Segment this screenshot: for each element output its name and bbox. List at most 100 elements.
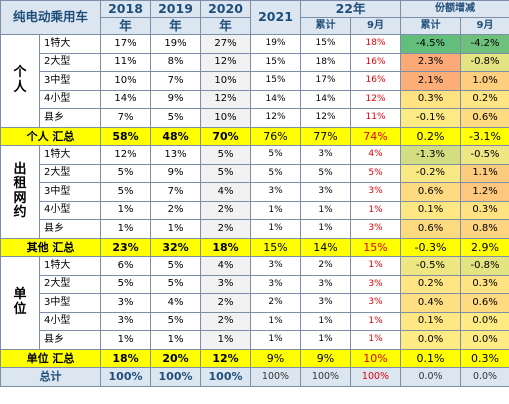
summary-row: 个人 汇总 58% 48% 70% 76% 77% 74% 0.2% -3.1% bbox=[0, 126, 509, 146]
cell-cum22: 1% bbox=[300, 311, 352, 331]
cell-d_cum: 2.1% bbox=[400, 71, 462, 91]
summary-v2021: 9% bbox=[250, 348, 302, 368]
delta-cumulative-header: 累计 bbox=[400, 17, 462, 35]
cell-v2020: 2% bbox=[200, 293, 252, 313]
total-label: 总计 bbox=[0, 367, 102, 387]
year-2021-header: 2021 bbox=[250, 0, 302, 35]
cell-cum22: 1% bbox=[300, 219, 352, 239]
summary-v2018: 23% bbox=[100, 237, 152, 257]
summary-label: 其他 汇总 bbox=[0, 237, 102, 257]
cell-sep22: 16% bbox=[350, 52, 402, 72]
cell-d_cum: -0.5% bbox=[400, 256, 462, 276]
cell-cum22: 3% bbox=[300, 182, 352, 202]
delta-september-header: 9月 bbox=[460, 17, 509, 35]
summary-cum22: 14% bbox=[300, 237, 352, 257]
summary-v2020: 18% bbox=[200, 237, 252, 257]
cell-cum22: 14% bbox=[300, 89, 352, 109]
summary-label: 单位 汇总 bbox=[0, 348, 102, 368]
year-2022-header: 22年 bbox=[300, 0, 402, 18]
summary-v2018: 18% bbox=[100, 348, 152, 368]
category-label: 县乡 bbox=[38, 219, 102, 239]
cell-sep22: 1% bbox=[350, 200, 402, 220]
group-label: 单 位 bbox=[0, 256, 40, 350]
cell-v2019: 9% bbox=[150, 163, 202, 183]
cell-v2018: 3% bbox=[100, 311, 152, 331]
summary-row: 其他 汇总 23% 32% 18% 15% 14% 15% -0.3% 2.9% bbox=[0, 237, 509, 257]
cell-v2021: 1% bbox=[250, 219, 302, 239]
cell-v2020: 12% bbox=[200, 89, 252, 109]
cell-v2018: 1% bbox=[100, 200, 152, 220]
year-suffix-2019: 年 bbox=[150, 17, 202, 35]
table-row: 县乡 7% 5% 10% 12% 12% 11% -0.1% 0.6% bbox=[1, 108, 509, 128]
cell-v2020: 3% bbox=[200, 274, 252, 294]
cell-sep22: 18% bbox=[350, 34, 402, 54]
cell-v2020: 2% bbox=[200, 219, 252, 239]
cell-v2020: 1% bbox=[200, 330, 252, 350]
table-row: 4小型 3% 5% 2% 1% 1% 1% 0.1% 0.0% bbox=[1, 311, 509, 331]
cell-v2020: 2% bbox=[200, 200, 252, 220]
summary-d_cum: 0.2% bbox=[400, 126, 462, 146]
category-label: 2大型 bbox=[38, 274, 102, 294]
cell-v2018: 1% bbox=[100, 330, 152, 350]
total-v2021: 100% bbox=[250, 367, 302, 387]
table-row: 4小型 1% 2% 2% 1% 1% 1% 0.1% 0.3% bbox=[1, 200, 509, 220]
summary-row: 单位 汇总 18% 20% 12% 9% 9% 10% 0.1% 0.3% bbox=[0, 348, 509, 368]
cell-sep22: 11% bbox=[350, 108, 402, 128]
cell-v2019: 13% bbox=[150, 145, 202, 165]
cell-d_cum: 2.3% bbox=[400, 52, 462, 72]
cell-d_cum: 0.1% bbox=[400, 200, 462, 220]
cell-d_cum: 0.2% bbox=[400, 274, 462, 294]
cell-v2021: 15% bbox=[250, 71, 302, 91]
category-label: 4小型 bbox=[38, 89, 102, 109]
cell-sep22: 4% bbox=[350, 145, 402, 165]
cell-v2018: 12% bbox=[100, 145, 152, 165]
cell-v2019: 2% bbox=[150, 200, 202, 220]
cell-cum22: 5% bbox=[300, 163, 352, 183]
cell-v2018: 7% bbox=[100, 108, 152, 128]
table-row: 4小型 14% 9% 12% 14% 14% 12% 0.3% 0.2% bbox=[1, 89, 509, 109]
category-label: 1特大 bbox=[38, 256, 102, 276]
cell-d_cum: 0.0% bbox=[400, 330, 462, 350]
summary-d_sep: 2.9% bbox=[460, 237, 509, 257]
cell-d_cum: -4.5% bbox=[400, 34, 462, 54]
cell-cum22: 3% bbox=[300, 293, 352, 313]
summary-d_sep: 0.3% bbox=[460, 348, 509, 368]
cell-v2018: 14% bbox=[100, 89, 152, 109]
category-label: 3中型 bbox=[38, 71, 102, 91]
summary-sep22: 10% bbox=[350, 348, 402, 368]
cell-d_cum: 0.3% bbox=[400, 89, 462, 109]
cell-d_sep: 0.6% bbox=[460, 293, 509, 313]
cell-v2021: 5% bbox=[250, 163, 302, 183]
cell-d_sep: 0.8% bbox=[460, 219, 509, 239]
summary-d_sep: -3.1% bbox=[460, 126, 509, 146]
category-label: 3中型 bbox=[38, 182, 102, 202]
cell-v2018: 3% bbox=[100, 293, 152, 313]
cell-v2021: 15% bbox=[250, 52, 302, 72]
cell-v2021: 2% bbox=[250, 293, 302, 313]
summary-v2020: 70% bbox=[200, 126, 252, 146]
summary-label: 个人 汇总 bbox=[0, 126, 102, 146]
group-label: 出 租 网 约 bbox=[0, 145, 40, 239]
summary-v2018: 58% bbox=[100, 126, 152, 146]
total-cum22: 100% bbox=[300, 367, 352, 387]
header-row-2: 年 年 年 累计 9月 累计 9月 bbox=[1, 17, 509, 35]
category-label: 县乡 bbox=[38, 330, 102, 350]
cell-v2021: 1% bbox=[250, 311, 302, 331]
cell-sep22: 3% bbox=[350, 182, 402, 202]
cell-v2021: 3% bbox=[250, 182, 302, 202]
category-label: 1特大 bbox=[38, 34, 102, 54]
cell-v2021: 12% bbox=[250, 108, 302, 128]
september-header: 9月 bbox=[350, 17, 402, 35]
table-row: 县乡 1% 1% 1% 1% 1% 1% 0.0% 0.0% bbox=[1, 330, 509, 350]
cell-v2020: 10% bbox=[200, 71, 252, 91]
category-label: 县乡 bbox=[38, 108, 102, 128]
summary-cum22: 77% bbox=[300, 126, 352, 146]
year-2019-header: 2019 bbox=[150, 0, 202, 18]
cell-v2019: 4% bbox=[150, 293, 202, 313]
total-v2018: 100% bbox=[100, 367, 152, 387]
cell-d_sep: 0.0% bbox=[460, 311, 509, 331]
table-row: 3中型 5% 7% 4% 3% 3% 3% 0.6% 1.2% bbox=[1, 182, 509, 202]
total-sep22: 100% bbox=[350, 367, 402, 387]
cell-v2018: 5% bbox=[100, 274, 152, 294]
cell-d_cum: 0.6% bbox=[400, 182, 462, 202]
